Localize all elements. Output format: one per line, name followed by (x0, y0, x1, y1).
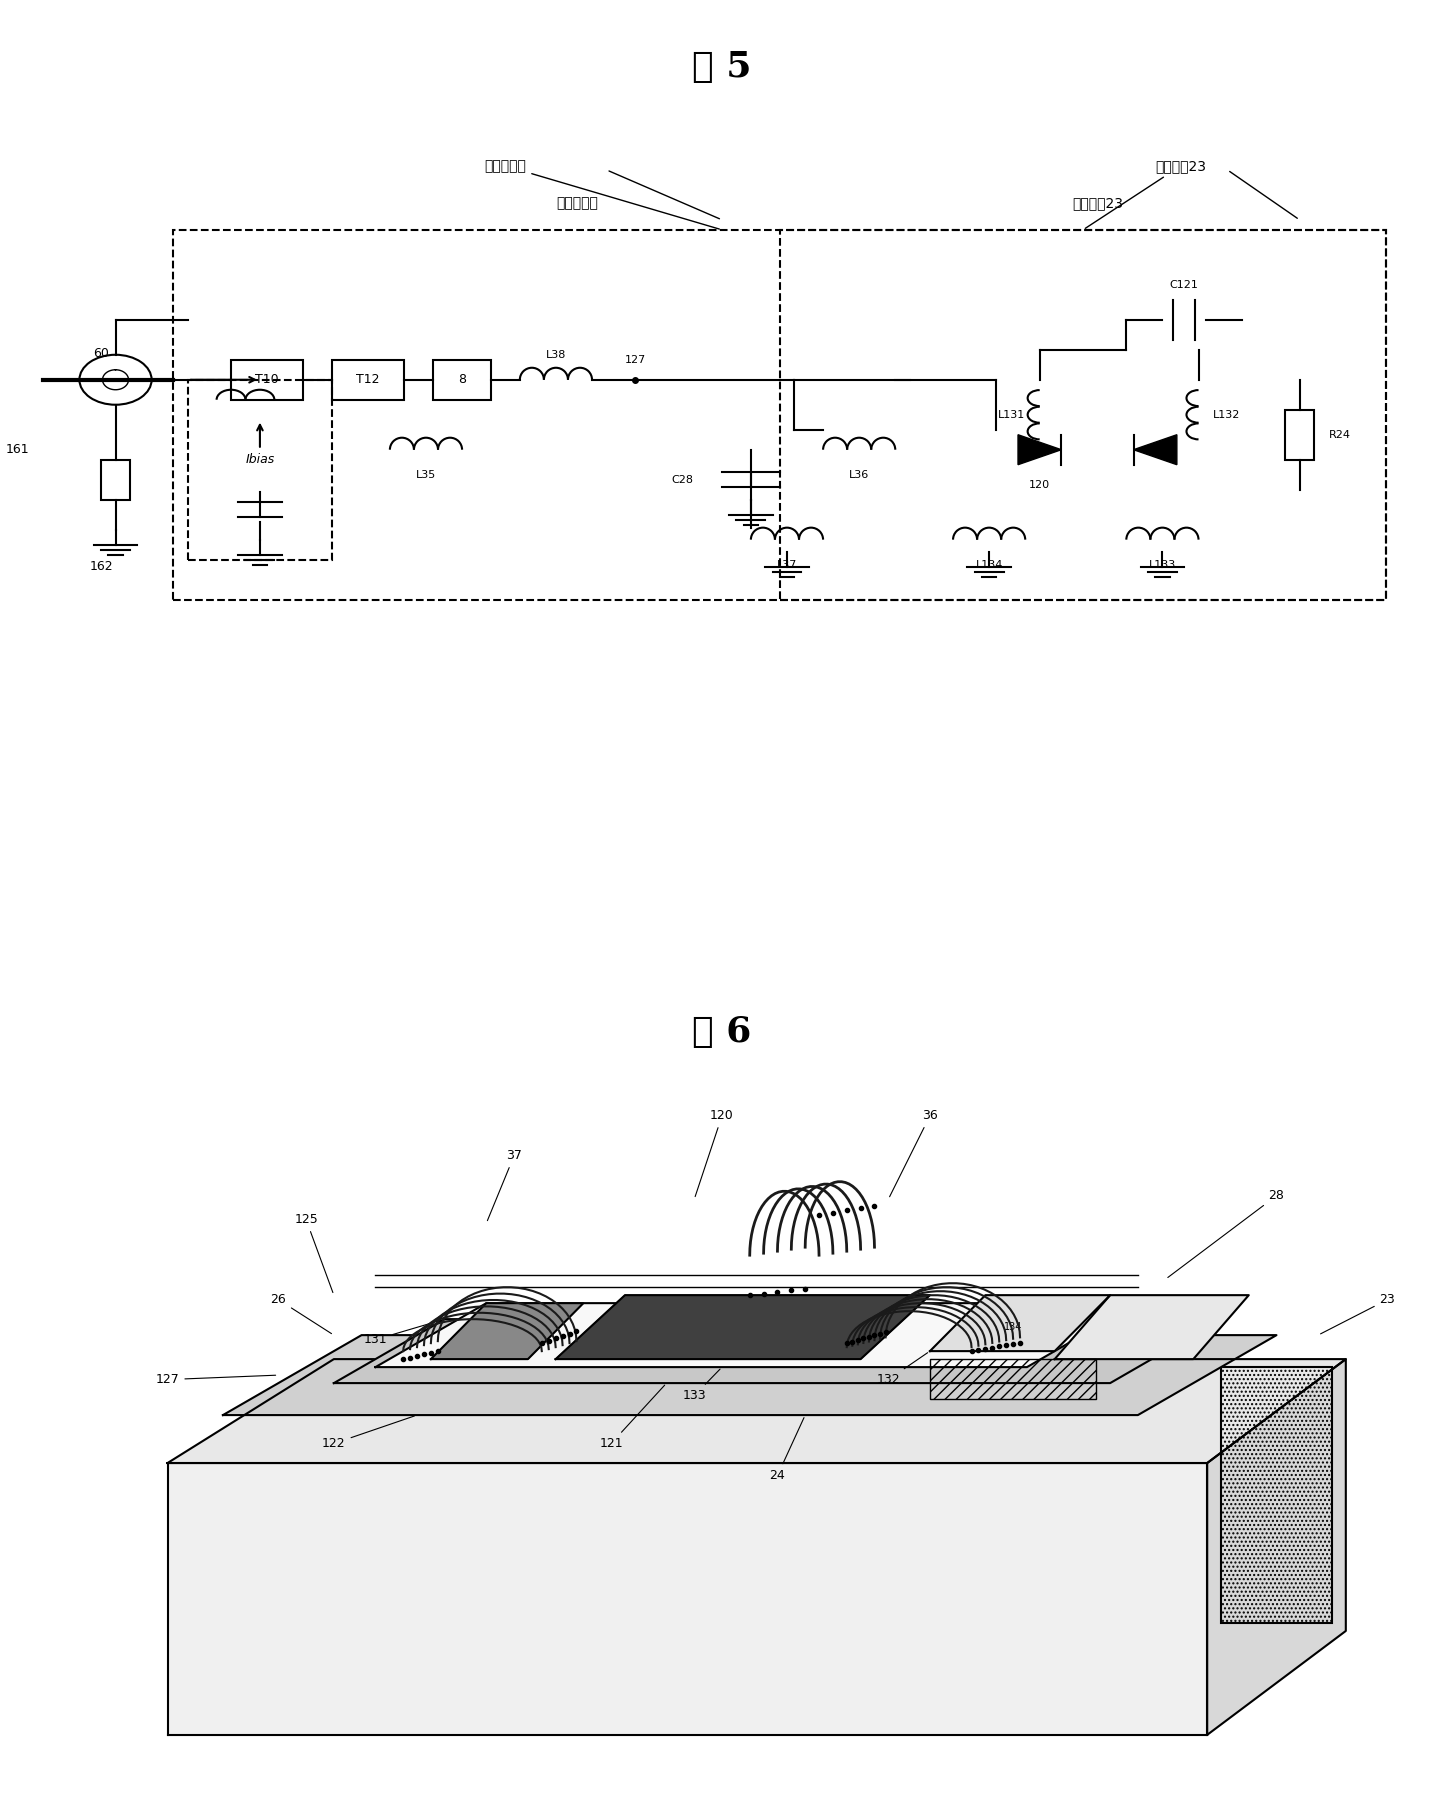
Text: 120: 120 (695, 1108, 734, 1197)
FancyBboxPatch shape (332, 360, 404, 400)
FancyBboxPatch shape (101, 460, 130, 500)
Polygon shape (1018, 434, 1061, 465)
Text: 120: 120 (1030, 480, 1050, 491)
Text: 光发送模块: 光发送模块 (557, 196, 598, 209)
Text: L133: L133 (1149, 560, 1175, 571)
Polygon shape (430, 1303, 583, 1359)
Text: C28: C28 (671, 474, 693, 485)
Text: 37: 37 (488, 1148, 521, 1221)
Text: 162: 162 (90, 560, 113, 572)
Text: Ibias: Ibias (245, 452, 274, 467)
Polygon shape (1054, 1296, 1249, 1359)
FancyBboxPatch shape (1285, 409, 1314, 460)
Text: 26: 26 (270, 1294, 332, 1334)
Text: 121: 121 (599, 1385, 664, 1450)
FancyBboxPatch shape (231, 360, 303, 400)
Text: L36: L36 (849, 469, 869, 480)
Text: 光发送模块: 光发送模块 (485, 158, 719, 229)
Text: 132: 132 (877, 1352, 927, 1386)
Text: 60: 60 (94, 347, 108, 360)
Text: 127: 127 (156, 1374, 276, 1386)
Polygon shape (168, 1463, 1207, 1735)
Text: 图 5: 图 5 (692, 49, 752, 84)
Text: 23: 23 (1321, 1294, 1395, 1334)
Text: T10: T10 (256, 372, 279, 387)
Text: 125: 125 (295, 1214, 334, 1292)
Polygon shape (1134, 434, 1177, 465)
Text: 图 6: 图 6 (692, 1016, 752, 1050)
Polygon shape (222, 1335, 1276, 1415)
Text: R24: R24 (1328, 429, 1350, 440)
Text: L35: L35 (416, 469, 436, 480)
Polygon shape (375, 1303, 1138, 1366)
Text: 133: 133 (683, 1368, 721, 1403)
Text: 122: 122 (322, 1415, 414, 1450)
Polygon shape (1207, 1359, 1346, 1735)
Text: L134: L134 (976, 560, 1002, 571)
Text: L38: L38 (546, 349, 566, 360)
Text: 131: 131 (364, 1319, 442, 1346)
Text: 28: 28 (1168, 1188, 1284, 1277)
Text: 161: 161 (6, 443, 29, 456)
FancyBboxPatch shape (433, 360, 491, 400)
Polygon shape (168, 1359, 1346, 1463)
Polygon shape (930, 1296, 1110, 1352)
Polygon shape (334, 1319, 1222, 1383)
Text: L131: L131 (998, 409, 1025, 420)
Text: 载体基板23: 载体基板23 (1086, 158, 1206, 229)
Text: 24: 24 (770, 1417, 804, 1483)
Text: L132: L132 (1213, 409, 1240, 420)
Text: 127: 127 (625, 354, 645, 365)
Polygon shape (556, 1296, 930, 1359)
Text: C121: C121 (1170, 280, 1199, 289)
Text: T12: T12 (357, 372, 380, 387)
Text: 载体基板23: 载体基板23 (1071, 196, 1123, 209)
Text: 36: 36 (890, 1108, 937, 1197)
Text: 8: 8 (458, 372, 466, 387)
Text: 134: 134 (1004, 1323, 1022, 1332)
Text: L37: L37 (777, 560, 797, 571)
